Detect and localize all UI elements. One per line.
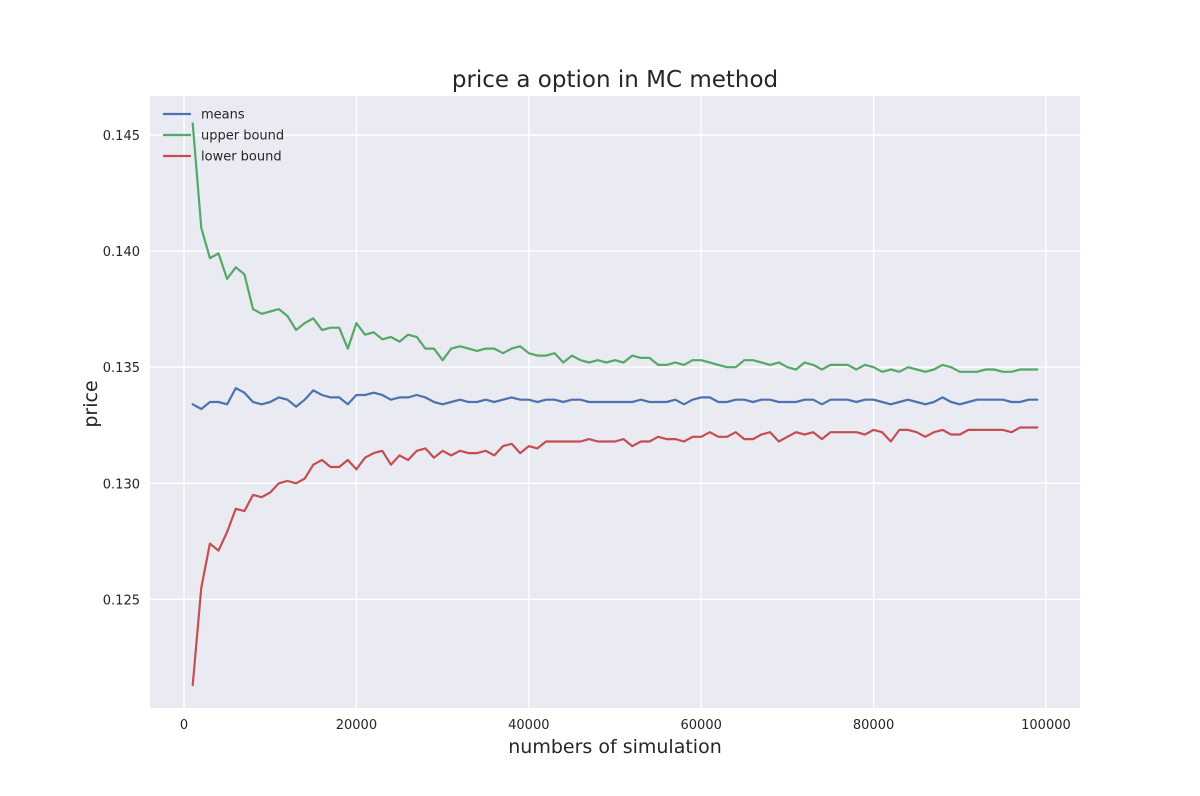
x-axis-label: numbers of simulation	[508, 736, 722, 758]
series-line-lower-bound	[191, 426, 1039, 687]
x-tick-label: 60000	[681, 718, 722, 733]
y-tick-label: 0.145	[103, 129, 140, 144]
grid-lines	[150, 96, 1080, 708]
y-tick-label: 0.130	[103, 477, 140, 492]
legend-label: means	[201, 108, 245, 123]
series-lines	[191, 122, 1039, 687]
legend-label: upper bound	[201, 129, 284, 144]
y-axis-ticks: 0.125 0.130 0.135 0.140 0.145	[103, 129, 140, 608]
y-tick-label: 0.140	[103, 245, 140, 260]
x-tick-label: 20000	[336, 718, 377, 733]
y-axis-label: price	[80, 380, 102, 427]
x-tick-label: 100000	[1021, 718, 1071, 733]
y-tick-label: 0.125	[103, 593, 140, 608]
x-tick-label: 40000	[508, 718, 549, 733]
x-tick-label: 0	[180, 718, 188, 733]
y-tick-label: 0.135	[103, 361, 140, 376]
series-line-upper-bound	[191, 122, 1039, 373]
legend-item: lower bound	[163, 150, 282, 165]
chart-title: price a option in MC method	[452, 67, 778, 93]
legend-item: means	[163, 108, 245, 123]
legend-item: upper bound	[163, 129, 284, 144]
x-tick-label: 80000	[853, 718, 894, 733]
x-axis-ticks: 0 20000 40000 60000 80000 100000	[180, 718, 1071, 733]
legend-label: lower bound	[201, 150, 282, 165]
legend: means upper bound lower bound	[163, 108, 284, 165]
series-line-means	[191, 387, 1039, 411]
